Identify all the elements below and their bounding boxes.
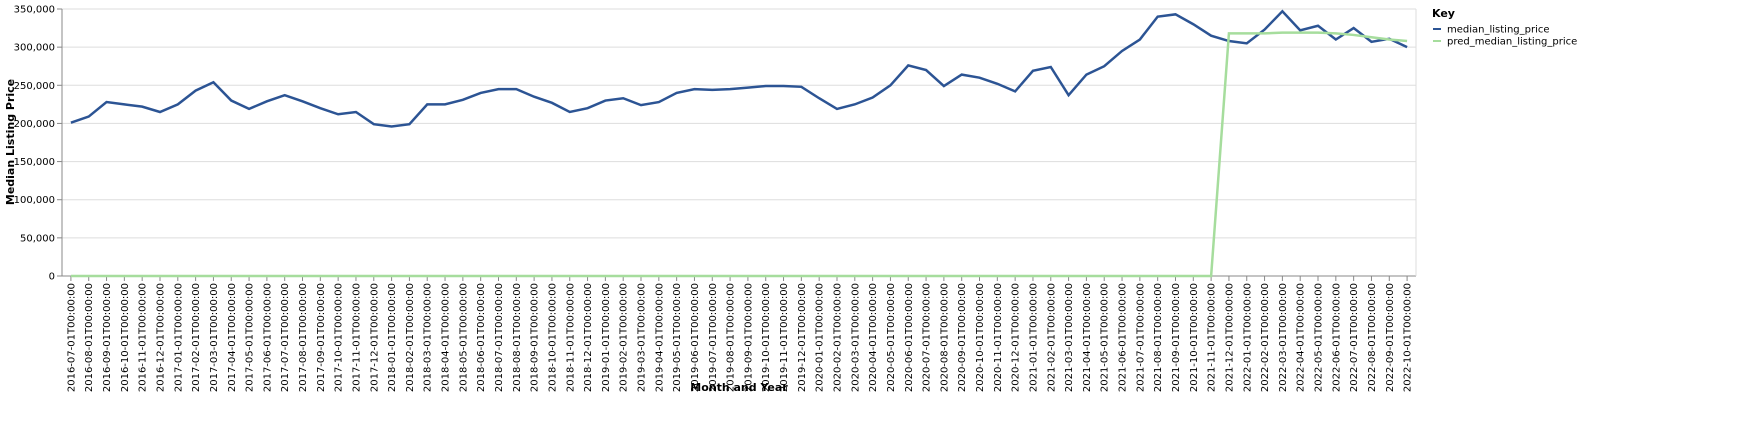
x-tick-label: 2020-09-01T00:00:00: [957, 283, 968, 392]
x-tick-label: 2022-08-01T00:00:00: [1367, 283, 1378, 392]
x-tick-label: 2022-09-01T00:00:00: [1385, 283, 1396, 392]
x-tick-label: 2018-06-01T00:00:00: [476, 283, 487, 392]
x-tick-label: 2022-02-01T00:00:00: [1260, 283, 1271, 392]
x-tick-label: 2017-10-01T00:00:00: [334, 283, 345, 392]
x-tick-label: 2019-02-01T00:00:00: [619, 283, 630, 392]
x-tick-label: 2017-01-01T00:00:00: [173, 283, 184, 392]
x-tick-label: 2021-07-01T00:00:00: [1135, 283, 1146, 392]
x-tick-label: 2019-10-01T00:00:00: [761, 283, 772, 392]
x-tick-label: 2021-02-01T00:00:00: [1046, 283, 1057, 392]
x-tick-label: 2016-08-01T00:00:00: [84, 283, 95, 392]
x-tick-label: 2019-06-01T00:00:00: [690, 283, 701, 392]
y-tick-label: 0: [49, 272, 55, 283]
x-tick-label: 2020-01-01T00:00:00: [815, 283, 826, 392]
x-tick-label: 2017-02-01T00:00:00: [191, 283, 202, 392]
y-tick-label: 200,000: [14, 119, 55, 130]
x-tick-label: 2022-06-01T00:00:00: [1331, 283, 1342, 392]
x-tick-label: 2022-04-01T00:00:00: [1296, 283, 1307, 392]
x-tick-label: 2020-04-01T00:00:00: [868, 283, 879, 392]
x-tick-label: 2020-10-01T00:00:00: [975, 283, 986, 392]
x-tick-label: 2017-11-01T00:00:00: [351, 283, 362, 392]
y-tick-label: 300,000: [14, 43, 55, 54]
x-tick-label: 2021-06-01T00:00:00: [1118, 283, 1129, 392]
x-tick-label: 2019-05-01T00:00:00: [672, 283, 683, 392]
x-tick-label: 2019-07-01T00:00:00: [708, 283, 719, 392]
y-tick-label: 350,000: [14, 5, 55, 16]
x-tick-label: 2017-08-01T00:00:00: [298, 283, 309, 392]
x-tick-label: 2019-03-01T00:00:00: [637, 283, 648, 392]
x-tick-label: 2020-06-01T00:00:00: [904, 283, 915, 392]
y-tick-label: 100,000: [14, 195, 55, 206]
x-tick-label: 2022-05-01T00:00:00: [1314, 283, 1325, 392]
x-tick-label: 2018-04-01T00:00:00: [441, 283, 452, 392]
legend-label: median_listing_price: [1447, 25, 1550, 36]
x-tick-label: 2020-03-01T00:00:00: [850, 283, 861, 392]
x-tick-label: 2019-01-01T00:00:00: [601, 283, 612, 392]
x-tick-label: 2018-10-01T00:00:00: [547, 283, 558, 392]
x-tick-label: 2018-02-01T00:00:00: [405, 283, 416, 392]
x-tick-label: 2018-11-01T00:00:00: [565, 283, 576, 392]
x-tick-label: 2022-03-01T00:00:00: [1278, 283, 1289, 392]
y-axis-title: Median Listing Price: [4, 79, 17, 205]
x-tick-label: 2016-07-01T00:00:00: [66, 283, 77, 392]
x-tick-label: 2020-08-01T00:00:00: [939, 283, 950, 392]
x-tick-label: 2021-12-01T00:00:00: [1224, 283, 1235, 392]
x-tick-label: 2018-09-01T00:00:00: [530, 283, 541, 392]
x-tick-label: 2020-07-01T00:00:00: [922, 283, 933, 392]
x-tick-label: 2019-11-01T00:00:00: [779, 283, 790, 392]
x-tick-label: 2016-09-01T00:00:00: [102, 283, 113, 392]
series-line: [70, 31, 1408, 278]
x-tick-label: 2021-11-01T00:00:00: [1207, 283, 1218, 392]
x-tick-label: 2018-08-01T00:00:00: [512, 283, 523, 392]
x-tick-label: 2019-08-01T00:00:00: [726, 283, 737, 392]
x-tick-label: 2016-12-01T00:00:00: [155, 283, 166, 392]
y-tick-label: 50,000: [20, 233, 55, 244]
x-tick-label: 2016-11-01T00:00:00: [138, 283, 149, 392]
x-tick-label: 2016-10-01T00:00:00: [120, 283, 131, 392]
x-tick-label: 2020-11-01T00:00:00: [993, 283, 1004, 392]
x-tick-label: 2017-09-01T00:00:00: [316, 283, 327, 392]
x-tick-label: 2022-10-01T00:00:00: [1403, 283, 1414, 392]
y-tick-label: 250,000: [14, 81, 55, 92]
x-tick-label: 2019-09-01T00:00:00: [743, 283, 754, 392]
x-tick-label: 2017-03-01T00:00:00: [209, 283, 220, 392]
x-tick-label: 2018-07-01T00:00:00: [494, 283, 505, 392]
x-tick-label: 2020-12-01T00:00:00: [1011, 283, 1022, 392]
x-tick-label: 2018-01-01T00:00:00: [387, 283, 398, 392]
x-tick-label: 2021-04-01T00:00:00: [1082, 283, 1093, 392]
x-tick-label: 2019-04-01T00:00:00: [654, 283, 665, 392]
x-tick-label: 2022-01-01T00:00:00: [1242, 283, 1253, 392]
x-tick-label: 2021-09-01T00:00:00: [1171, 283, 1182, 392]
x-tick-label: 2020-05-01T00:00:00: [886, 283, 897, 392]
x-tick-label: 2020-02-01T00:00:00: [832, 283, 843, 392]
x-tick-label: 2017-06-01T00:00:00: [262, 283, 273, 392]
series-line: [70, 9, 1408, 128]
x-tick-label: 2021-10-01T00:00:00: [1189, 283, 1200, 392]
x-axis-title: Month and Year: [690, 381, 788, 394]
x-tick-label: 2017-12-01T00:00:00: [369, 283, 380, 392]
legend-title: Key: [1432, 7, 1455, 20]
x-tick-label: 2018-03-01T00:00:00: [423, 283, 434, 392]
x-tick-label: 2019-12-01T00:00:00: [797, 283, 808, 392]
legend-label: pred_median_listing_price: [1447, 37, 1577, 48]
y-tick-label: 150,000: [14, 157, 55, 168]
x-tick-label: 2021-01-01T00:00:00: [1028, 283, 1039, 392]
x-tick-label: 2017-07-01T00:00:00: [280, 283, 291, 392]
x-tick-label: 2017-04-01T00:00:00: [227, 283, 238, 392]
x-tick-label: 2017-05-01T00:00:00: [245, 283, 256, 392]
x-tick-label: 2021-05-01T00:00:00: [1100, 283, 1111, 392]
x-tick-label: 2018-05-01T00:00:00: [458, 283, 469, 392]
x-tick-label: 2021-03-01T00:00:00: [1064, 283, 1075, 392]
x-tick-label: 2022-07-01T00:00:00: [1349, 283, 1360, 392]
x-tick-label: 2021-08-01T00:00:00: [1153, 283, 1164, 392]
x-tick-label: 2018-12-01T00:00:00: [583, 283, 594, 392]
